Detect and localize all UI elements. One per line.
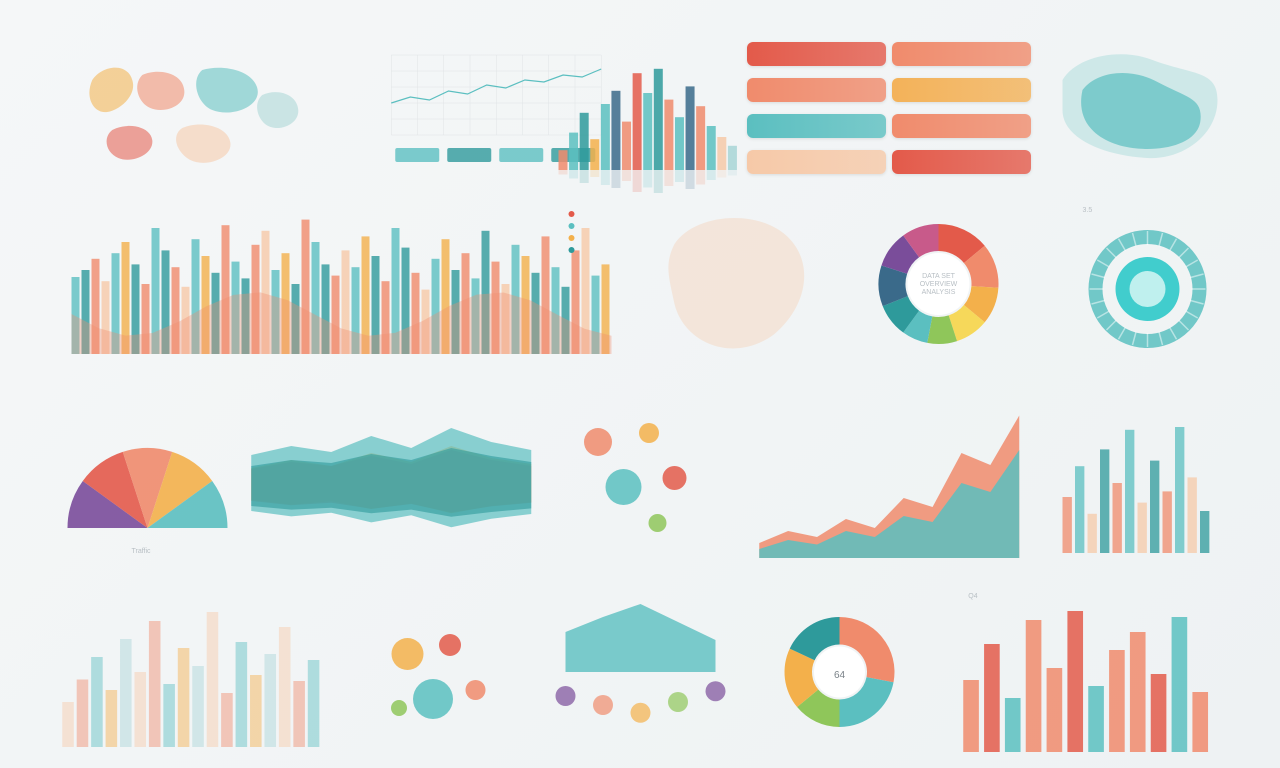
badge-card <box>747 150 886 174</box>
badge-card <box>892 114 1031 138</box>
badge-card <box>892 150 1031 174</box>
badge-card <box>747 42 886 66</box>
donut2-center-label: 64 <box>833 670 845 681</box>
mirror-area-chart <box>548 582 733 762</box>
area-mountain-chart <box>747 388 1032 568</box>
streamgraph <box>249 388 534 568</box>
world-map-chart <box>50 40 335 180</box>
badge-card <box>747 114 886 138</box>
lastbars-label: Q4 <box>968 593 977 600</box>
bubble-chart-2 <box>349 582 534 762</box>
topo-map-chart <box>1045 40 1230 180</box>
gauge-title: 3.5 <box>1083 207 1093 214</box>
faded-bar-chart <box>50 582 335 762</box>
donut1-label-2: OVERVIEW <box>920 281 958 288</box>
donut-chart-1: DATA SET OVERVIEW ANALYSIS <box>846 194 1031 374</box>
big-bar-chart <box>50 194 633 374</box>
donut1-label-3: ANALYSIS <box>922 289 956 296</box>
badge-card <box>892 78 1031 102</box>
last-bar-chart: Q4 <box>946 582 1231 762</box>
badge-cards <box>747 40 1032 180</box>
thumbnail-bars <box>1045 388 1230 568</box>
badge-card <box>892 42 1031 66</box>
radial-gauge: 3.5 <box>1045 194 1230 374</box>
bubble-chart-1 <box>548 388 733 568</box>
badge-card <box>747 78 886 102</box>
donut-chart-2: 64 <box>747 582 932 762</box>
faint-map <box>647 194 832 374</box>
skyline-chart <box>556 40 741 180</box>
fan-label: Traffic <box>132 548 152 555</box>
donut1-label-1: DATA SET <box>922 273 956 280</box>
fan-chart: Traffic <box>50 388 235 568</box>
